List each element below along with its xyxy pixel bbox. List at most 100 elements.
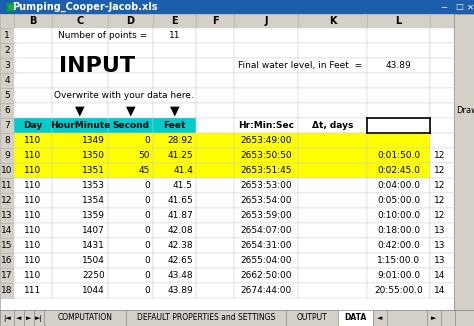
Text: 9:01:00.0: 9:01:00.0 [377,271,420,280]
Text: 0: 0 [144,271,150,280]
Text: 2653:50:50: 2653:50:50 [240,151,292,160]
Text: 2653:51:45: 2653:51:45 [240,166,292,175]
Text: ▼: ▼ [126,104,135,117]
Text: 12: 12 [434,211,446,220]
Text: 43.89: 43.89 [167,286,193,295]
Text: 0: 0 [144,181,150,190]
Text: 41.65: 41.65 [167,196,193,205]
Text: 1504: 1504 [82,256,105,265]
Text: □: □ [455,3,463,11]
Text: 45: 45 [138,166,150,175]
Text: 0: 0 [144,196,150,205]
Text: 13: 13 [1,211,13,220]
Text: 41.5: 41.5 [173,181,193,190]
Text: ◄: ◄ [377,315,383,321]
Text: 42.38: 42.38 [167,241,193,250]
Text: ✕: ✕ [467,3,474,11]
Text: L: L [395,16,401,26]
Text: F: F [212,16,219,26]
Text: 12: 12 [434,181,446,190]
Text: 1350: 1350 [82,151,105,160]
Text: 0: 0 [144,226,150,235]
Text: Pumping_Cooper-Jacob.xls: Pumping_Cooper-Jacob.xls [12,2,157,12]
Text: 1351: 1351 [82,166,105,175]
Text: 110: 110 [24,241,42,250]
Text: 0:42:00.0: 0:42:00.0 [377,241,420,250]
Text: J: J [264,16,268,26]
Text: 2250: 2250 [82,271,105,280]
Text: Number of points =: Number of points = [58,31,147,40]
Text: 110: 110 [24,256,42,265]
Text: 12: 12 [434,151,446,160]
Text: 14: 14 [434,286,446,295]
Text: 1407: 1407 [82,226,105,235]
Text: 0:04:00.0: 0:04:00.0 [377,181,420,190]
Text: 3: 3 [4,61,10,70]
Text: 41.87: 41.87 [167,211,193,220]
Text: 14: 14 [434,271,446,280]
Text: 110: 110 [24,211,42,220]
Text: 110: 110 [24,226,42,235]
Text: D: D [127,16,135,26]
Text: C: C [76,16,83,26]
Text: 11: 11 [169,31,180,40]
Text: INPUT: INPUT [59,55,136,76]
Text: |◄: |◄ [3,315,11,321]
Text: 110: 110 [24,151,42,160]
Text: ◄: ◄ [16,315,22,321]
Text: 1044: 1044 [82,286,105,295]
Text: 1431: 1431 [82,241,105,250]
Text: 28.92: 28.92 [167,136,193,145]
Text: 2654:31:00: 2654:31:00 [240,241,292,250]
Text: 1359: 1359 [82,211,105,220]
Text: Feet: Feet [164,121,186,130]
Text: 41.25: 41.25 [167,151,193,160]
Text: 0: 0 [144,286,150,295]
Text: COMPUTATION: COMPUTATION [57,314,112,322]
Text: 1: 1 [4,31,10,40]
Text: ─: ─ [441,3,446,11]
Text: 110: 110 [24,271,42,280]
Text: Day: Day [23,121,43,130]
Text: K: K [329,16,336,26]
Text: 2653:53:00: 2653:53:00 [240,181,292,190]
Text: 2653:49:00: 2653:49:00 [240,136,292,145]
Text: 0:02:45.0: 0:02:45.0 [377,166,420,175]
Text: 10: 10 [1,166,13,175]
Text: 42.08: 42.08 [167,226,193,235]
Text: 13: 13 [434,226,446,235]
Text: 2662:50:00: 2662:50:00 [240,271,292,280]
Text: ►: ► [27,315,32,321]
Text: 2653:59:00: 2653:59:00 [240,211,292,220]
Text: 9: 9 [4,151,10,160]
Text: 7: 7 [4,121,10,130]
Text: 2: 2 [4,46,10,55]
Text: HourMinute: HourMinute [50,121,110,130]
Text: ▣: ▣ [5,2,14,12]
Text: 11: 11 [1,181,13,190]
Text: 50: 50 [138,151,150,160]
Text: 42.65: 42.65 [167,256,193,265]
Text: 2654:07:00: 2654:07:00 [240,226,292,235]
Text: 12: 12 [434,166,446,175]
Text: 2674:44:00: 2674:44:00 [240,286,292,295]
Text: 1353: 1353 [82,181,105,190]
Text: 0: 0 [144,241,150,250]
Text: ►: ► [431,315,437,321]
Text: 0:05:00.0: 0:05:00.0 [377,196,420,205]
Text: 41.4: 41.4 [173,166,193,175]
Text: 17: 17 [1,271,13,280]
Text: 0:18:00.0: 0:18:00.0 [377,226,420,235]
Text: 13: 13 [434,256,446,265]
Text: Second: Second [112,121,149,130]
Text: 0:01:50.0: 0:01:50.0 [377,151,420,160]
Text: 12: 12 [1,196,13,205]
Text: Drawdo: Drawdo [456,106,474,115]
Text: 0: 0 [144,211,150,220]
Text: 8: 8 [4,136,10,145]
Text: 14: 14 [1,226,13,235]
Text: 20:55:00.0: 20:55:00.0 [374,286,423,295]
Text: B: B [29,16,36,26]
Text: Final water level, in Feet  =: Final water level, in Feet = [238,61,363,70]
Text: Overwrite with your data here.: Overwrite with your data here. [54,91,194,100]
